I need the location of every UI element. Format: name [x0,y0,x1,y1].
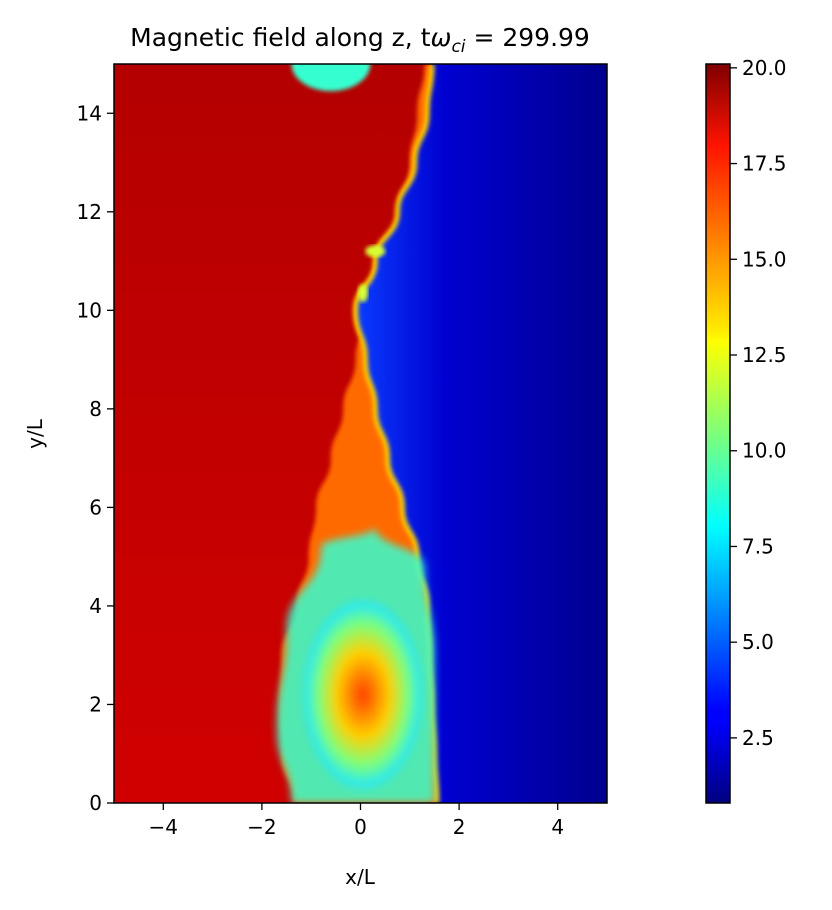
heatmap-field [114,64,607,803]
colorbar-tick-label: 20.0 [742,56,787,80]
colorbar-tick-label: 12.5 [742,343,787,367]
y-tick-label: 4 [89,594,102,618]
low-field-region [355,64,607,803]
top-blob [291,64,371,92]
colorbar-tick-label: 17.5 [742,152,787,176]
x-axis-label: x/L [345,865,376,889]
y-tick-label: 2 [89,692,102,716]
small-blob [365,245,386,258]
y-tick-label: 8 [89,397,102,421]
colorbar-axis: 2.5 5.0 7.5 10.0 12.5 15.0 17.5 20.0 [730,56,787,750]
colorbar-tick-label: 10.0 [742,439,787,463]
colorbar-tick-label: 5.0 [742,630,774,654]
y-tick-label: 0 [89,791,102,815]
x-axis: −4 −2 0 2 4 [149,803,564,839]
y-tick-label: 12 [77,200,102,224]
y-axis: 0 2 4 6 8 10 12 14 [77,101,114,815]
y-axis-label: y/L [23,418,47,449]
y-tick-label: 6 [89,495,102,519]
x-tick-label: 2 [453,815,466,839]
y-tick-label: 10 [77,298,102,322]
colorbar [705,63,731,804]
vortex-swirl [303,601,423,789]
small-blob [357,284,368,303]
colorbar-tick-label: 7.5 [742,534,774,558]
x-tick-label: 4 [551,815,564,839]
chart-title: Magnetic field along z, tωci = 299.99 [130,23,590,57]
x-tick-label: −2 [247,815,276,839]
y-tick-label: 14 [77,101,102,125]
colorbar-tick-label: 15.0 [742,247,787,271]
x-tick-label: −4 [149,815,178,839]
x-tick-label: 0 [354,815,367,839]
colorbar-tick-label: 2.5 [742,726,774,750]
